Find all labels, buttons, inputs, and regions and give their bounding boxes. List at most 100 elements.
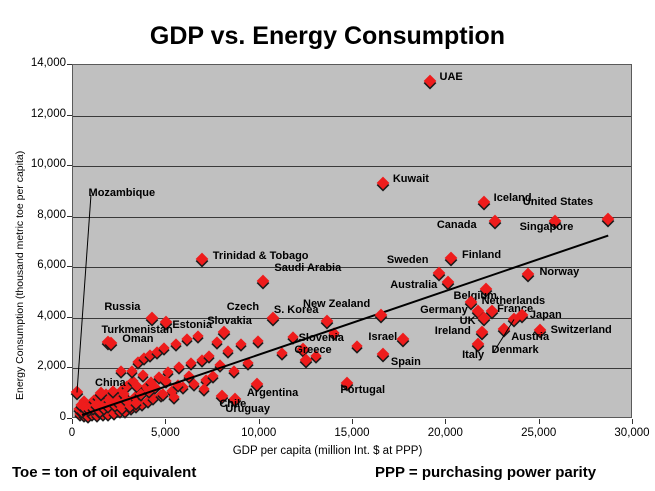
point-label-germany: Germany [420,303,468,316]
y-tick-mark [67,316,72,318]
x-tick-mark [632,419,633,424]
data-point [184,357,197,370]
point-label-kuwait: Kuwait [392,173,429,186]
data-point [227,365,240,377]
point-label-norway: Norway [539,266,580,279]
data-point [169,338,182,351]
x-tick-label: 30,000 [614,427,650,439]
point-label-greece: Greece [294,343,332,356]
point-label-switzerland: Switzerland [550,323,612,336]
point-label-belgium: Belgium [453,289,497,302]
y-tick-mark [67,114,72,116]
x-tick-label: 15,000 [334,427,370,439]
point-label-united-states: United States [522,196,594,209]
y-tick-label: 8,000 [37,208,66,221]
point-label-finland: Finland [462,248,502,261]
point-label-russia: Russia [104,300,141,313]
plot-area: UAE Kuwait Iceland United States Canada Singa… [70,64,632,422]
point-label-saudi-arabia: Saudi Arabia [274,261,342,274]
point-label-sweden: Sweden [386,253,429,266]
point-label-turkmenistan: Turkmenistan [101,323,173,336]
y-tick-mark [67,215,72,217]
y-tick-label: 0 [59,411,66,423]
x-tick-label: 20,000 [427,427,463,439]
y-tick-mark [67,367,72,369]
y-tick-mark [67,64,72,65]
data-point-uae [423,75,436,88]
data-point-saudi-arabia [257,274,270,288]
point-label-estonia: Estonia [172,319,213,332]
point-label-slovakia: Slovakia [207,315,252,328]
point-label-chile: Chile [219,398,247,411]
point-label-trinidad-tobago: Trinidad & Tobago [212,249,309,262]
point-label-czech: Czech [226,300,260,313]
footnote-toe: Toe = ton of oil equivalent [12,464,197,481]
gridline [73,166,631,168]
data-point [126,365,138,377]
data-point [181,333,193,346]
point-label-mozambique: Mozambique [88,187,156,200]
point-label-singapore: Singapore [519,221,574,233]
point-label-israel: Israel [368,330,398,343]
point-label-slovenia: Slovenia [298,332,344,345]
gridline [73,267,631,269]
point-label-france: France [497,303,534,316]
point-label-spain: Spain [390,356,421,369]
data-point [235,338,247,351]
data-point [351,339,363,352]
data-point-slovakia [217,325,231,339]
y-tick-label: 12,000 [30,107,66,120]
x-tick-mark [538,419,540,424]
x-tick-mark [72,419,73,424]
point-label-netherlands: Netherlands [481,295,546,308]
x-tick-label: 25,000 [521,427,557,439]
x-tick-mark [445,419,447,424]
x-tick-label: 5,000 [150,427,180,439]
data-point-russia [145,311,159,324]
gridline [73,216,631,218]
data-point-s-korea [320,314,334,328]
point-label-austria: Austria [511,330,550,343]
point-label-japan: Japan [529,309,562,322]
point-label-italy: Italy [462,348,485,361]
plot-inner: UAE Kuwait Iceland United States Canada Singa… [70,65,631,422]
point-label-canada: Canada [436,219,477,232]
point-label-argentina: Argentina [246,387,299,400]
data-point [276,347,288,359]
data-point-kuwait [376,176,390,190]
data-point-sweden [432,266,446,280]
point-label-denmark: Denmark [491,343,539,356]
x-tick-label: 0 [68,427,76,439]
data-point [173,361,186,373]
label-leader-line [76,194,92,393]
point-label-australia: Australia [390,279,438,292]
data-point [192,329,204,342]
x-tick-mark [258,419,260,424]
point-label-portugal: Portugal [340,383,386,396]
footnote-ppp: PPP = purchasing power parity [375,464,597,481]
y-tick-label: 14,000 [30,57,66,69]
point-label-iceland: Iceland [493,191,532,204]
data-point-iceland [477,195,491,208]
data-point-united-states [601,212,615,226]
y-tick-label: 4,000 [37,309,66,322]
point-label-ireland: Ireland [434,325,471,338]
y-tick-label: 10,000 [30,158,66,171]
point-label-uruguay: Uruguay [225,403,271,416]
data-point-norway [522,267,535,281]
gridline [73,368,631,370]
point-label-uk: UK [459,314,476,327]
point-label-s-korea: S. Korea [273,303,319,316]
point-label-uae: UAE [439,71,463,84]
point-label-oman: Oman [122,333,154,346]
x-tick-mark [165,419,167,424]
y-tick-label: 6,000 [37,259,66,272]
point-label-china: China [95,377,126,390]
x-axis-title: GDP per capita (million Int. $ at PPP) [232,445,423,457]
data-point-finland [444,251,458,265]
y-tick-mark [67,418,72,419]
gridline [73,115,631,117]
point-label-new-zealand: New Zealand [303,297,371,310]
data-point [197,382,210,395]
